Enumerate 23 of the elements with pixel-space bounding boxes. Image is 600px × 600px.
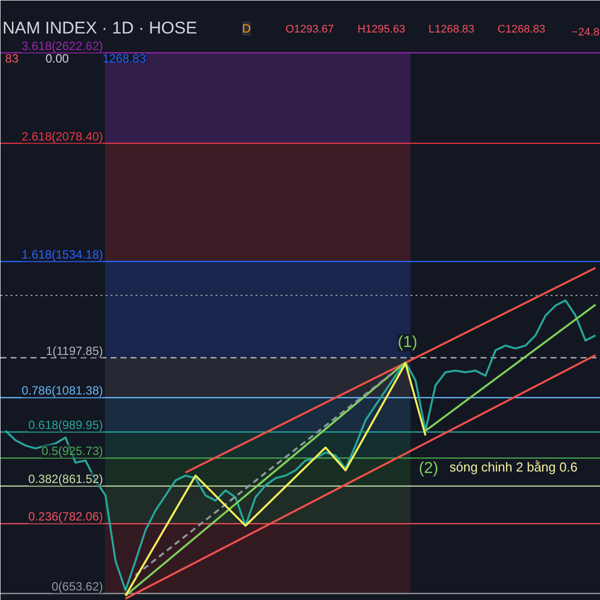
annotation: 0.00 <box>46 52 70 66</box>
annotation: (1) <box>398 334 418 352</box>
ref-line-label: 1.618(1534.18) <box>22 247 104 262</box>
ref-line-label: 3.618(2622.62) <box>22 38 104 53</box>
annotation: sóng chinh 2 bằng 0.6 <box>450 460 578 475</box>
annotation: C1268.83 <box>498 24 546 36</box>
annotation: 1268.83 <box>102 52 146 66</box>
ref-line-label: 0.5(925.73) <box>42 444 104 458</box>
annotation: L1268.83 <box>428 24 474 36</box>
ref-line-label: 1(1197.85) <box>46 344 104 358</box>
ref-line-label: 0.786(1081.38) <box>22 384 104 398</box>
annotation: D <box>242 22 252 36</box>
annotation: H1295.63 <box>358 24 406 36</box>
text: NAM INDEX · 1D · HOSE <box>2 18 198 38</box>
ref-line-label: 0(653.62) <box>52 580 104 594</box>
annotation: 83 <box>5 52 19 66</box>
ref-line-label: 0.618(989.95) <box>28 418 104 432</box>
ref-line-label: 0.236(782.06) <box>28 510 104 524</box>
ref-line-label: 2.618(2078.40) <box>22 129 104 144</box>
annotation: (2) <box>418 460 438 477</box>
annotation: O1293.67 <box>286 24 334 36</box>
annotation: −24.8 <box>572 26 600 38</box>
ref-line-label: 0.382(861.52) <box>28 472 104 486</box>
